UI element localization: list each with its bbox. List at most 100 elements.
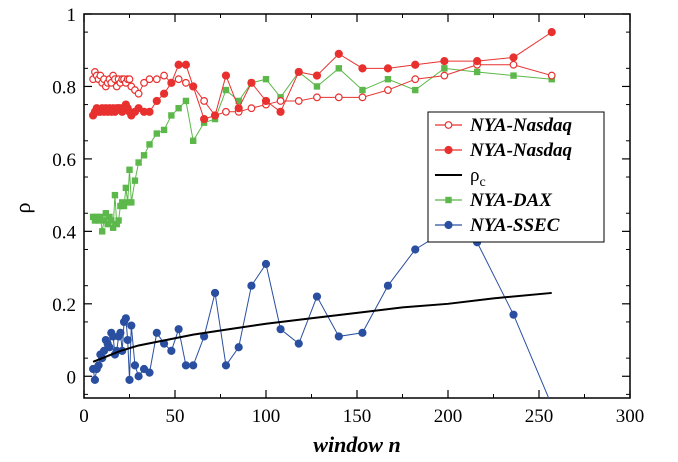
data-point (145, 75, 154, 84)
x-tick-label: 200 (434, 406, 463, 427)
data-point (200, 114, 209, 124)
data-point (221, 361, 231, 370)
data-point (247, 78, 256, 87)
x-tick-label: 100 (252, 406, 281, 427)
y-tick-label: 0.6 (52, 150, 76, 171)
data-point (411, 245, 420, 254)
data-point (190, 137, 197, 144)
data-point (313, 93, 321, 102)
data-point (294, 339, 303, 348)
data-point (312, 71, 322, 80)
data-point (111, 191, 119, 199)
data-point (200, 97, 209, 105)
legend-item: NYA-SSEC (435, 215, 560, 236)
legend-label: NYA-Nasdaq (469, 115, 573, 136)
data-point (510, 72, 517, 79)
data-point (412, 86, 419, 94)
data-point (97, 213, 104, 221)
data-point (182, 78, 190, 87)
data-point (411, 75, 420, 84)
x-tick-label: 250 (525, 406, 554, 427)
data-point (294, 97, 303, 105)
data-point (152, 328, 161, 337)
data-point (182, 97, 190, 105)
data-point (276, 107, 285, 116)
legend-label: NYA-Nasdaq (469, 140, 573, 161)
data-point (189, 361, 198, 370)
y-axis-title: ρ (10, 202, 35, 213)
data-point (221, 71, 231, 80)
data-point (262, 76, 270, 83)
data-point (547, 28, 556, 37)
legend-label: NYA-DAX (469, 190, 553, 211)
data-point (91, 217, 99, 224)
data-point (127, 321, 136, 330)
data-point (90, 375, 100, 384)
data-point (94, 361, 103, 370)
data-point (210, 288, 220, 298)
x-tick-label: 150 (343, 406, 372, 427)
data-point (130, 361, 140, 370)
data-point (115, 217, 122, 224)
legend-box (427, 111, 605, 243)
x-tick-label: 50 (166, 406, 185, 427)
legend-swatch-marker (444, 145, 453, 155)
data-point (153, 130, 160, 137)
data-point (261, 96, 271, 106)
series-1 (89, 28, 556, 124)
data-point (222, 86, 230, 94)
data-point (334, 93, 343, 102)
data-point (509, 53, 518, 62)
data-point (146, 141, 153, 148)
data-point (113, 220, 120, 228)
data-point (160, 126, 168, 134)
data-point (509, 310, 518, 319)
data-point (294, 67, 303, 77)
y-tick-label: 1 (67, 5, 77, 26)
data-point (312, 292, 322, 301)
data-point (99, 228, 106, 235)
data-point (276, 325, 285, 334)
data-point (358, 64, 367, 73)
data-point (125, 75, 134, 84)
data-point (334, 49, 343, 58)
legend-swatch-marker (444, 121, 453, 129)
data-point (134, 372, 143, 381)
data-point (189, 82, 198, 91)
data-point (276, 97, 285, 105)
data-point (120, 202, 128, 210)
data-point (119, 199, 126, 206)
legend-item: NYA-DAX (435, 190, 553, 211)
data-point (121, 314, 130, 323)
data-point (140, 78, 148, 87)
data-point (210, 111, 220, 120)
data-point (168, 112, 175, 119)
legend-swatch-marker (444, 220, 453, 230)
data-point (89, 213, 97, 221)
data-point (247, 281, 256, 290)
data-point (175, 104, 182, 112)
data-point (109, 224, 117, 231)
data-point (160, 71, 168, 80)
y-tick-label: 0.8 (52, 77, 76, 98)
data-point (234, 343, 243, 352)
data-point (261, 259, 271, 269)
data-point (247, 104, 256, 113)
data-point (383, 281, 393, 290)
data-point (509, 60, 518, 69)
data-point (117, 202, 124, 210)
data-point (167, 346, 176, 356)
y-tick-label: 0 (67, 367, 77, 388)
data-point (440, 56, 449, 66)
data-point (135, 159, 142, 166)
data-point (411, 60, 420, 69)
data-point (102, 210, 110, 217)
data-point (125, 375, 134, 384)
data-point (440, 71, 449, 80)
series-3 (89, 65, 555, 235)
data-point (100, 217, 108, 224)
data-point (335, 65, 342, 72)
x-axis-title: window n (313, 432, 400, 457)
